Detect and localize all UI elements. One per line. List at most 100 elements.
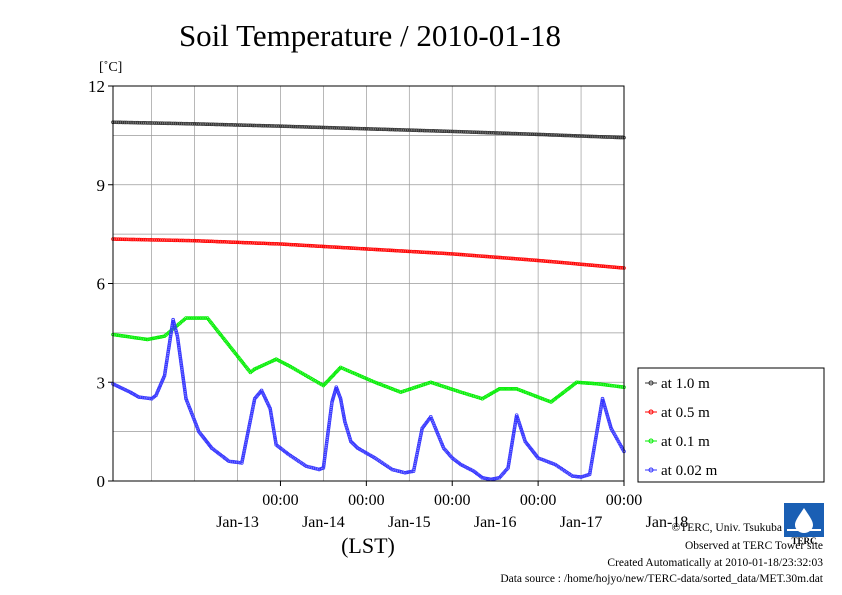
data-point [614,265,619,270]
data-point [520,430,525,435]
data-point [430,381,435,385]
data-point [592,263,596,268]
data-point [182,385,187,390]
data-point [579,262,583,267]
credit-copyright: ©TERC, Univ. Tsukuba [672,522,782,534]
data-point [581,134,585,138]
data-point [249,413,254,418]
data-point [436,434,441,438]
data-point [291,124,296,129]
data-point [404,388,408,393]
data-point [498,131,503,135]
data-point [433,427,438,431]
data-point [145,237,149,242]
data-point [340,407,345,412]
data-point [371,379,376,384]
data-point [321,244,326,249]
data-point [347,434,352,438]
data-point [196,122,201,126]
data-point [551,462,556,466]
data-point [288,124,292,129]
series-at-0-5-m [111,237,626,270]
data-point [170,121,174,126]
data-point [249,415,253,419]
data-point [332,126,337,130]
data-point [390,467,394,472]
data-point [404,470,409,475]
data-point [414,385,419,389]
data-point [549,133,553,137]
data-point [556,260,561,265]
data-point [122,237,127,242]
grid-lines [113,86,624,481]
data-point [173,121,178,126]
data-point [594,435,598,440]
data-point [179,361,184,366]
data-point [138,395,143,400]
data-point [463,253,468,257]
data-point [338,396,343,401]
data-point [194,238,199,243]
data-point [131,335,135,340]
data-point [525,257,529,262]
data-point [160,238,165,242]
data-point [544,398,548,402]
data-point [512,256,516,261]
data-point [268,406,272,411]
data-point [128,120,132,125]
data-point [598,409,603,414]
data-point [226,122,230,127]
data-point [581,262,585,267]
data-point [170,323,175,328]
data-point [393,468,398,473]
data-point [450,387,454,392]
data-point [584,262,589,267]
data-point [165,355,170,359]
data-point [173,325,177,329]
data-point [329,125,333,130]
data-point [592,444,597,449]
data-point [345,428,350,433]
data-point [428,415,433,419]
data-point [232,123,236,127]
data-point [180,367,184,372]
data-point [426,128,430,133]
data-point [607,264,611,269]
data-point [441,384,445,389]
data-point [543,132,548,137]
data-point [616,135,621,140]
data-point [380,383,384,387]
data-point [338,395,342,399]
data-point [379,127,384,132]
data-point [162,238,167,242]
data-point [366,247,371,251]
data-point [302,125,307,129]
data-point [430,418,435,423]
data-point [463,130,468,134]
data-point [510,442,514,447]
data-point [164,364,168,369]
data-point [616,265,621,270]
data-point [172,323,177,327]
data-point [509,387,514,391]
data-point [507,458,512,463]
data-point [175,332,179,337]
data-point [438,437,442,442]
data-point [512,426,517,430]
data-point [517,420,521,424]
data-point [395,389,400,393]
data-point [593,441,597,445]
data-point [338,245,343,250]
data-point [433,129,438,133]
data-point [582,380,586,385]
data-point [420,250,425,254]
data-point [165,357,169,361]
data-point [473,394,477,399]
data-point [444,385,449,390]
data-point [415,452,419,457]
data-point [116,120,121,125]
data-point [188,407,192,411]
data-point [178,354,182,359]
data-point [344,126,348,130]
